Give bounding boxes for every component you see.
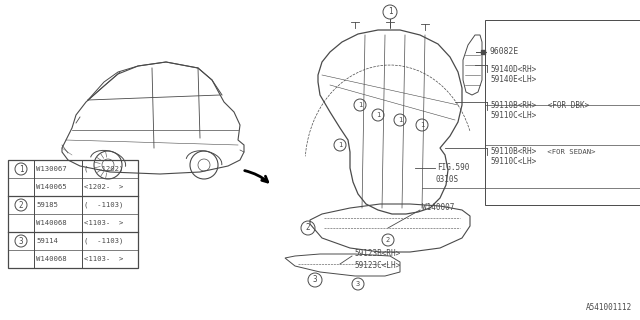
Text: 1: 1	[398, 117, 402, 123]
Text: (  -1202): ( -1202)	[84, 166, 124, 172]
Text: <1202-  >: <1202- >	[84, 184, 124, 190]
Text: 96082E: 96082E	[490, 47, 519, 57]
Text: 59110B<RH>: 59110B<RH>	[490, 101, 536, 110]
Text: 59110B<RH>: 59110B<RH>	[490, 148, 536, 156]
Text: (  -1103): ( -1103)	[84, 238, 124, 244]
Text: 1: 1	[420, 122, 424, 128]
Text: 1: 1	[338, 142, 342, 148]
Text: 59110C<LH>: 59110C<LH>	[490, 111, 536, 121]
Text: 59123C<LH>: 59123C<LH>	[354, 260, 400, 269]
Text: 2: 2	[386, 237, 390, 243]
Text: 0310S: 0310S	[436, 175, 459, 184]
Text: (  -1103): ( -1103)	[84, 202, 124, 208]
Text: 3: 3	[19, 236, 23, 245]
Text: FIG.590: FIG.590	[437, 164, 469, 172]
Text: 1: 1	[376, 112, 380, 118]
Text: W140068: W140068	[36, 220, 67, 226]
Text: 59110C<LH>: 59110C<LH>	[490, 157, 536, 166]
Text: W140068: W140068	[36, 256, 67, 262]
Text: 59140D<RH>: 59140D<RH>	[490, 66, 536, 75]
Text: A541001112: A541001112	[586, 303, 632, 312]
Text: 2: 2	[19, 201, 23, 210]
Text: <1103-  >: <1103- >	[84, 220, 124, 226]
Text: 3: 3	[356, 281, 360, 287]
Text: 1: 1	[358, 102, 362, 108]
Text: W140007: W140007	[422, 204, 454, 212]
Text: 1: 1	[388, 7, 392, 17]
Text: 2: 2	[306, 223, 310, 233]
Bar	[485, 20, 640, 205]
Text: <1103-  >: <1103- >	[84, 256, 124, 262]
Bar	[8, 160, 138, 268]
Text: 1: 1	[19, 164, 23, 173]
Text: 59185: 59185	[36, 202, 58, 208]
Text: <FOR DBK>: <FOR DBK>	[543, 101, 589, 110]
Text: <FOR SEDAN>: <FOR SEDAN>	[543, 149, 595, 155]
Text: 3: 3	[313, 276, 317, 284]
Text: 59114: 59114	[36, 238, 58, 244]
Text: 59123B<RH>: 59123B<RH>	[354, 250, 400, 259]
Text: 59140E<LH>: 59140E<LH>	[490, 76, 536, 84]
Text: W130067: W130067	[36, 166, 67, 172]
Text: W140065: W140065	[36, 184, 67, 190]
